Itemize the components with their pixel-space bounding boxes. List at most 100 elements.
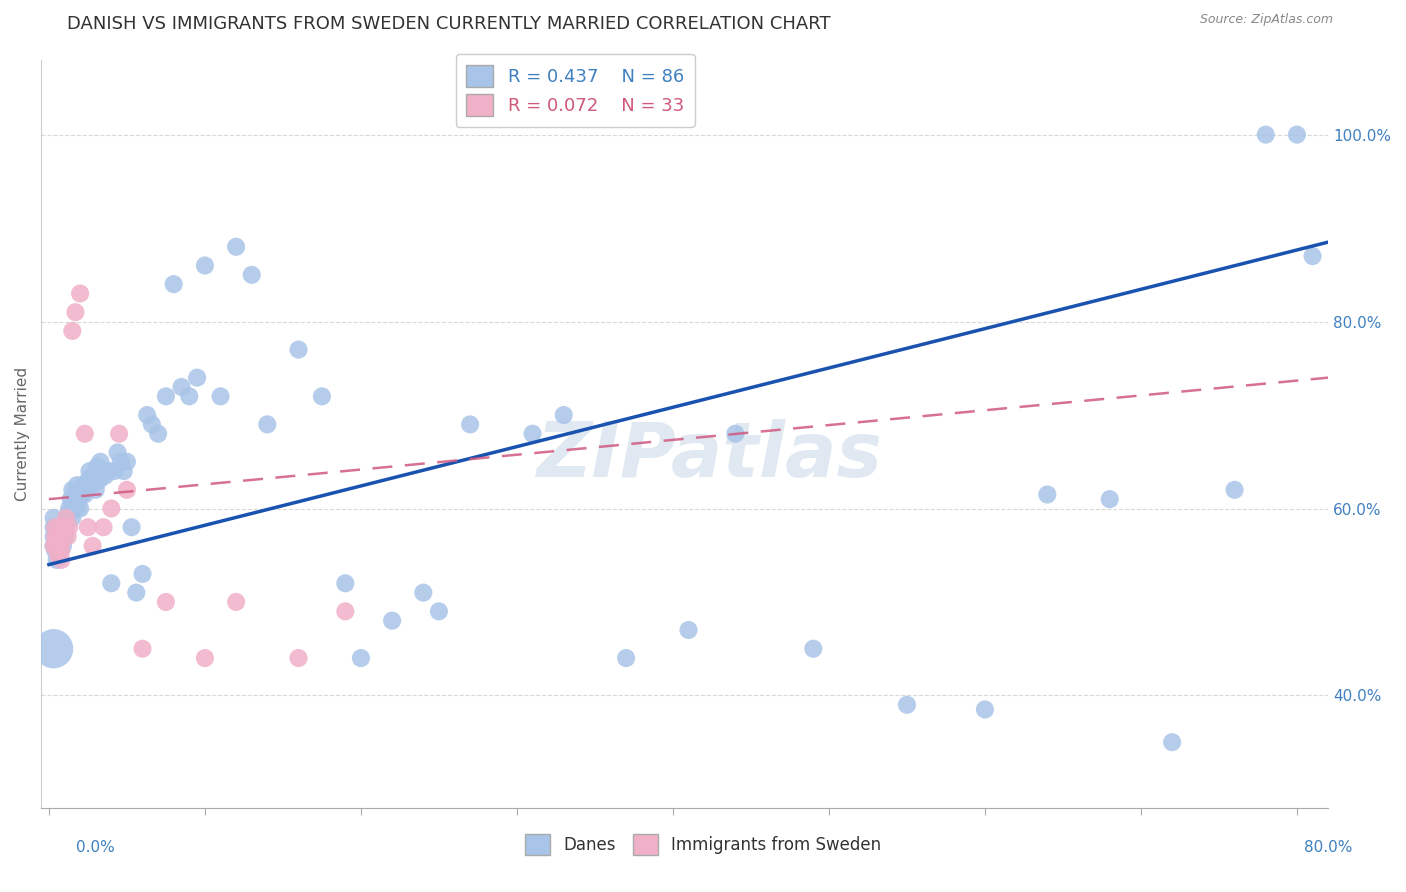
Point xyxy=(100,576,122,591)
Text: DANISH VS IMMIGRANTS FROM SWEDEN CURRENTLY MARRIED CORRELATION CHART: DANISH VS IMMIGRANTS FROM SWEDEN CURRENT… xyxy=(67,15,831,33)
Point xyxy=(60,511,83,525)
Point xyxy=(45,534,67,549)
Text: Source: ZipAtlas.com: Source: ZipAtlas.com xyxy=(1199,13,1333,26)
Point xyxy=(69,286,91,301)
Y-axis label: Currently Married: Currently Married xyxy=(15,367,30,500)
Point xyxy=(63,497,86,511)
Point xyxy=(73,487,96,501)
Point xyxy=(42,539,65,553)
Point xyxy=(65,487,87,501)
Point xyxy=(69,501,91,516)
Point xyxy=(45,539,67,553)
Point xyxy=(1161,735,1184,749)
Point xyxy=(110,455,132,469)
Point xyxy=(225,595,247,609)
Point xyxy=(155,595,177,609)
Point xyxy=(381,614,404,628)
Point xyxy=(56,530,79,544)
Point xyxy=(155,389,177,403)
Point xyxy=(44,543,66,558)
Point xyxy=(87,474,110,488)
Point xyxy=(146,426,169,441)
Text: 80.0%: 80.0% xyxy=(1305,840,1353,855)
Point xyxy=(42,511,65,525)
Point xyxy=(896,698,918,712)
Point xyxy=(335,576,357,591)
Point xyxy=(1302,249,1324,263)
Point xyxy=(80,478,103,492)
Point xyxy=(51,534,73,549)
Point xyxy=(46,530,69,544)
Text: 0.0%: 0.0% xyxy=(76,840,115,855)
Point xyxy=(52,539,75,553)
Point xyxy=(141,417,163,432)
Point xyxy=(103,464,125,478)
Point xyxy=(53,520,76,534)
Point xyxy=(42,520,65,534)
Point xyxy=(51,553,73,567)
Point xyxy=(49,520,72,534)
Point xyxy=(42,530,65,544)
Point xyxy=(112,464,135,478)
Point xyxy=(66,478,89,492)
Point xyxy=(52,530,75,544)
Point xyxy=(77,474,100,488)
Point xyxy=(136,408,159,422)
Point xyxy=(66,501,89,516)
Point xyxy=(427,604,450,618)
Point xyxy=(287,651,309,665)
Point xyxy=(89,455,111,469)
Point xyxy=(396,856,419,871)
Point xyxy=(79,464,101,478)
Point xyxy=(82,539,104,553)
Point xyxy=(678,623,700,637)
Point xyxy=(287,343,309,357)
Point xyxy=(1254,128,1277,142)
Point xyxy=(335,604,357,618)
Point xyxy=(107,445,129,459)
Legend: R = 0.437    N = 86, R = 0.072    N = 33: R = 0.437 N = 86, R = 0.072 N = 33 xyxy=(456,54,695,127)
Point xyxy=(108,426,131,441)
Point xyxy=(350,651,373,665)
Point xyxy=(115,483,138,497)
Point xyxy=(51,543,73,558)
Point xyxy=(163,277,186,292)
Point xyxy=(65,305,87,319)
Point xyxy=(60,324,83,338)
Point xyxy=(42,539,65,553)
Point xyxy=(131,566,153,581)
Point xyxy=(86,459,108,474)
Point xyxy=(93,464,115,478)
Point xyxy=(72,478,94,492)
Point xyxy=(100,501,122,516)
Point xyxy=(179,389,201,403)
Point xyxy=(256,417,278,432)
Point xyxy=(49,539,72,553)
Point xyxy=(44,520,66,534)
Point xyxy=(53,520,76,534)
Point xyxy=(194,651,217,665)
Point xyxy=(46,548,69,562)
Point xyxy=(51,524,73,539)
Point xyxy=(84,483,107,497)
Point xyxy=(45,530,67,544)
Point xyxy=(614,651,637,665)
Point xyxy=(58,520,80,534)
Point xyxy=(56,516,79,530)
Point xyxy=(49,530,72,544)
Point xyxy=(209,389,232,403)
Point xyxy=(194,259,217,273)
Point xyxy=(170,380,193,394)
Point xyxy=(131,641,153,656)
Point xyxy=(42,641,65,656)
Point xyxy=(801,641,824,656)
Point xyxy=(458,417,481,432)
Point xyxy=(186,370,208,384)
Point xyxy=(94,468,117,483)
Point xyxy=(1223,483,1246,497)
Point xyxy=(60,483,83,497)
Point xyxy=(55,511,77,525)
Point xyxy=(82,468,104,483)
Point xyxy=(70,487,93,501)
Point xyxy=(974,702,997,716)
